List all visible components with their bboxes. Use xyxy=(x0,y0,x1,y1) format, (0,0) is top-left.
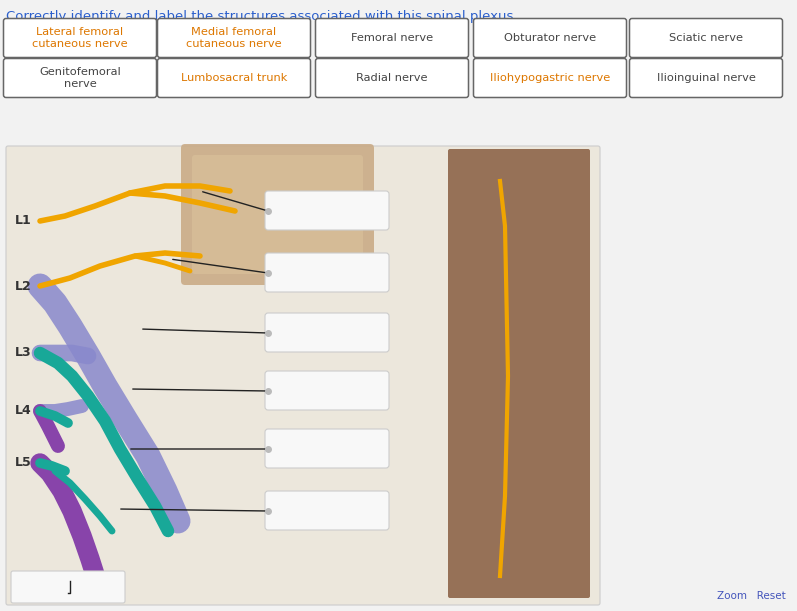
FancyBboxPatch shape xyxy=(265,253,389,292)
FancyBboxPatch shape xyxy=(3,18,156,57)
FancyBboxPatch shape xyxy=(448,149,590,598)
FancyBboxPatch shape xyxy=(630,18,783,57)
Text: Lateral femoral
cutaneous nerve: Lateral femoral cutaneous nerve xyxy=(32,27,128,49)
Text: Obturator nerve: Obturator nerve xyxy=(504,33,596,43)
Text: L1: L1 xyxy=(15,214,32,227)
FancyBboxPatch shape xyxy=(265,191,389,230)
FancyBboxPatch shape xyxy=(316,18,469,57)
FancyBboxPatch shape xyxy=(158,59,311,98)
Text: Zoom   Reset: Zoom Reset xyxy=(717,591,786,601)
Text: Femoral nerve: Femoral nerve xyxy=(351,33,433,43)
Text: L3: L3 xyxy=(15,346,32,359)
FancyBboxPatch shape xyxy=(181,144,374,285)
FancyBboxPatch shape xyxy=(11,571,125,603)
FancyBboxPatch shape xyxy=(158,18,311,57)
FancyBboxPatch shape xyxy=(316,59,469,98)
Text: Correctly identify and label the structures associated with this spinal plexus.: Correctly identify and label the structu… xyxy=(6,10,517,23)
FancyBboxPatch shape xyxy=(473,18,626,57)
Text: Ilioinguinal nerve: Ilioinguinal nerve xyxy=(657,73,756,83)
FancyBboxPatch shape xyxy=(192,155,363,274)
Text: Iliohypogastric nerve: Iliohypogastric nerve xyxy=(490,73,611,83)
FancyBboxPatch shape xyxy=(473,59,626,98)
FancyBboxPatch shape xyxy=(265,429,389,468)
FancyBboxPatch shape xyxy=(6,146,600,605)
Text: Sciatic nerve: Sciatic nerve xyxy=(669,33,743,43)
Text: Radial nerve: Radial nerve xyxy=(356,73,428,83)
Text: L2: L2 xyxy=(15,279,32,293)
FancyBboxPatch shape xyxy=(265,491,389,530)
Text: L4: L4 xyxy=(15,404,32,417)
Text: Medial femoral
cutaneous nerve: Medial femoral cutaneous nerve xyxy=(186,27,282,49)
FancyBboxPatch shape xyxy=(265,371,389,410)
FancyBboxPatch shape xyxy=(265,313,389,352)
Text: Lumbosacral trunk: Lumbosacral trunk xyxy=(181,73,287,83)
Text: Genitofemoral
nerve: Genitofemoral nerve xyxy=(39,67,121,89)
FancyBboxPatch shape xyxy=(3,59,156,98)
FancyBboxPatch shape xyxy=(630,59,783,98)
Text: L5: L5 xyxy=(15,456,32,469)
